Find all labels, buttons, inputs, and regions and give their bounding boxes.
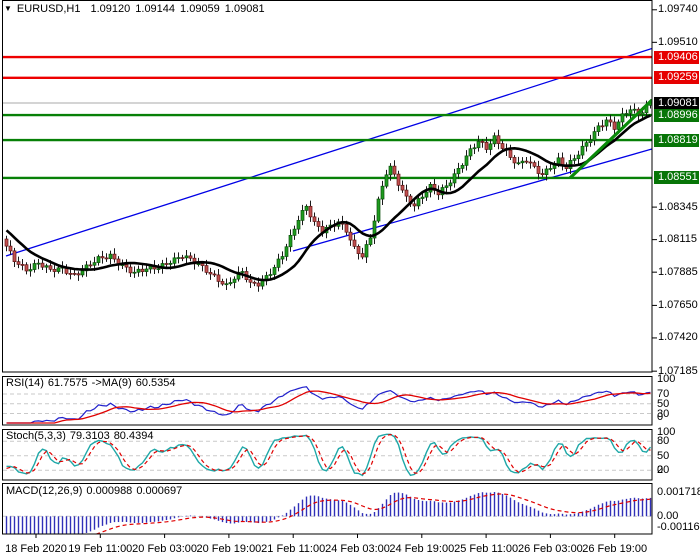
macd-signal-value: 0.000697: [136, 485, 183, 497]
time-label: 26 Feb 03:00: [517, 543, 583, 555]
stoch-name: Stoch(5,3,3): [6, 430, 66, 442]
time-label: 21 Feb 11:00: [261, 543, 326, 555]
price-badge: 1.08819: [654, 133, 699, 147]
rsi-value: 61.7575: [47, 377, 88, 389]
stoch-signal-value: 80.4394: [113, 430, 154, 442]
stoch-axis-label: 100: [657, 426, 676, 438]
stoch-value: 79.3103: [69, 430, 110, 442]
rsi-axis-label: 100: [657, 373, 676, 386]
price-tick-label: 1.07650: [658, 298, 698, 311]
time-label: 19 Feb 11:00: [68, 543, 133, 555]
price-badge: 1.09406: [654, 50, 699, 64]
chart-collapse-icon[interactable]: ▼: [4, 4, 12, 13]
price-badge: 1.09259: [654, 71, 699, 85]
macd-axis-label: -0.00116: [657, 521, 700, 533]
time-label: 20 Feb 03:00: [132, 543, 198, 555]
time-axis[interactable]: 18 Feb 2020 19 Feb 11:00 20 Feb 03:00 20 Fe…: [0, 534, 700, 560]
time-label: 24 Feb 03:00: [325, 543, 390, 555]
rsi-name: RSI(14): [6, 377, 44, 389]
price-tick-label: 1.07420: [658, 331, 698, 344]
stoch-axis-label: 0: [657, 464, 664, 476]
price-tick-label: 1.07185: [658, 364, 698, 377]
macd-label: MACD(12,26,9) 0.000988 0.000697: [6, 485, 186, 497]
price-tick-label: 1.09510: [658, 35, 698, 48]
rsi-ma-name: ->MA(9): [91, 377, 132, 389]
stoch-axis-label: 80: [657, 435, 670, 448]
price-tick-label: 1.08345: [658, 200, 698, 213]
price-badge: 1.09081: [654, 96, 699, 110]
quote-open: 1.09120: [90, 3, 131, 15]
quote-high: 1.09144: [135, 3, 176, 15]
price-badge: 1.08996: [654, 108, 699, 122]
price-tick-label: 1.09740: [658, 3, 698, 16]
chart-header: ▼ EURUSD,H1 1.09120 1.09144 1.09059 1.09081: [4, 2, 270, 16]
rsi-ma-value: 60.5354: [135, 377, 176, 389]
time-label: 20 Feb 19:00: [196, 543, 262, 555]
time-label: 24 Feb 19:00: [389, 543, 455, 555]
symbol-title: EURUSD,H1: [16, 3, 81, 15]
time-label: 26 Feb 19:00: [582, 543, 648, 555]
rsi-label: RSI(14) 61.7575 ->MA(9) 60.5354: [6, 377, 179, 389]
rsi-axis-label: 50: [657, 397, 670, 410]
quote-close: 1.09081: [224, 3, 265, 15]
stoch-axis-label: 50: [657, 449, 670, 462]
time-label: 18 Feb 2020: [5, 543, 67, 555]
macd-axis-label: 0.00: [657, 510, 679, 523]
time-label: 25 Feb 11:00: [454, 543, 519, 555]
rsi-axis-label: 70: [657, 388, 670, 400]
macd-axis-label: 0.001718: [657, 486, 700, 498]
macd-name: MACD(12,26,9): [6, 485, 83, 497]
price-badge: 1.08551: [654, 171, 699, 185]
price-tick-label: 1.08115: [658, 233, 697, 246]
stoch-label: Stoch(5,3,3) 79.3103 80.4394: [6, 430, 157, 442]
macd-value: 0.000988: [86, 485, 133, 497]
price-tick-label: 1.07885: [658, 265, 698, 278]
rsi-axis-label: 30: [657, 407, 670, 420]
rsi-axis-label: 0: [657, 411, 664, 423]
quote-low: 1.09059: [180, 3, 220, 15]
stoch-axis-label: 20: [657, 464, 670, 476]
